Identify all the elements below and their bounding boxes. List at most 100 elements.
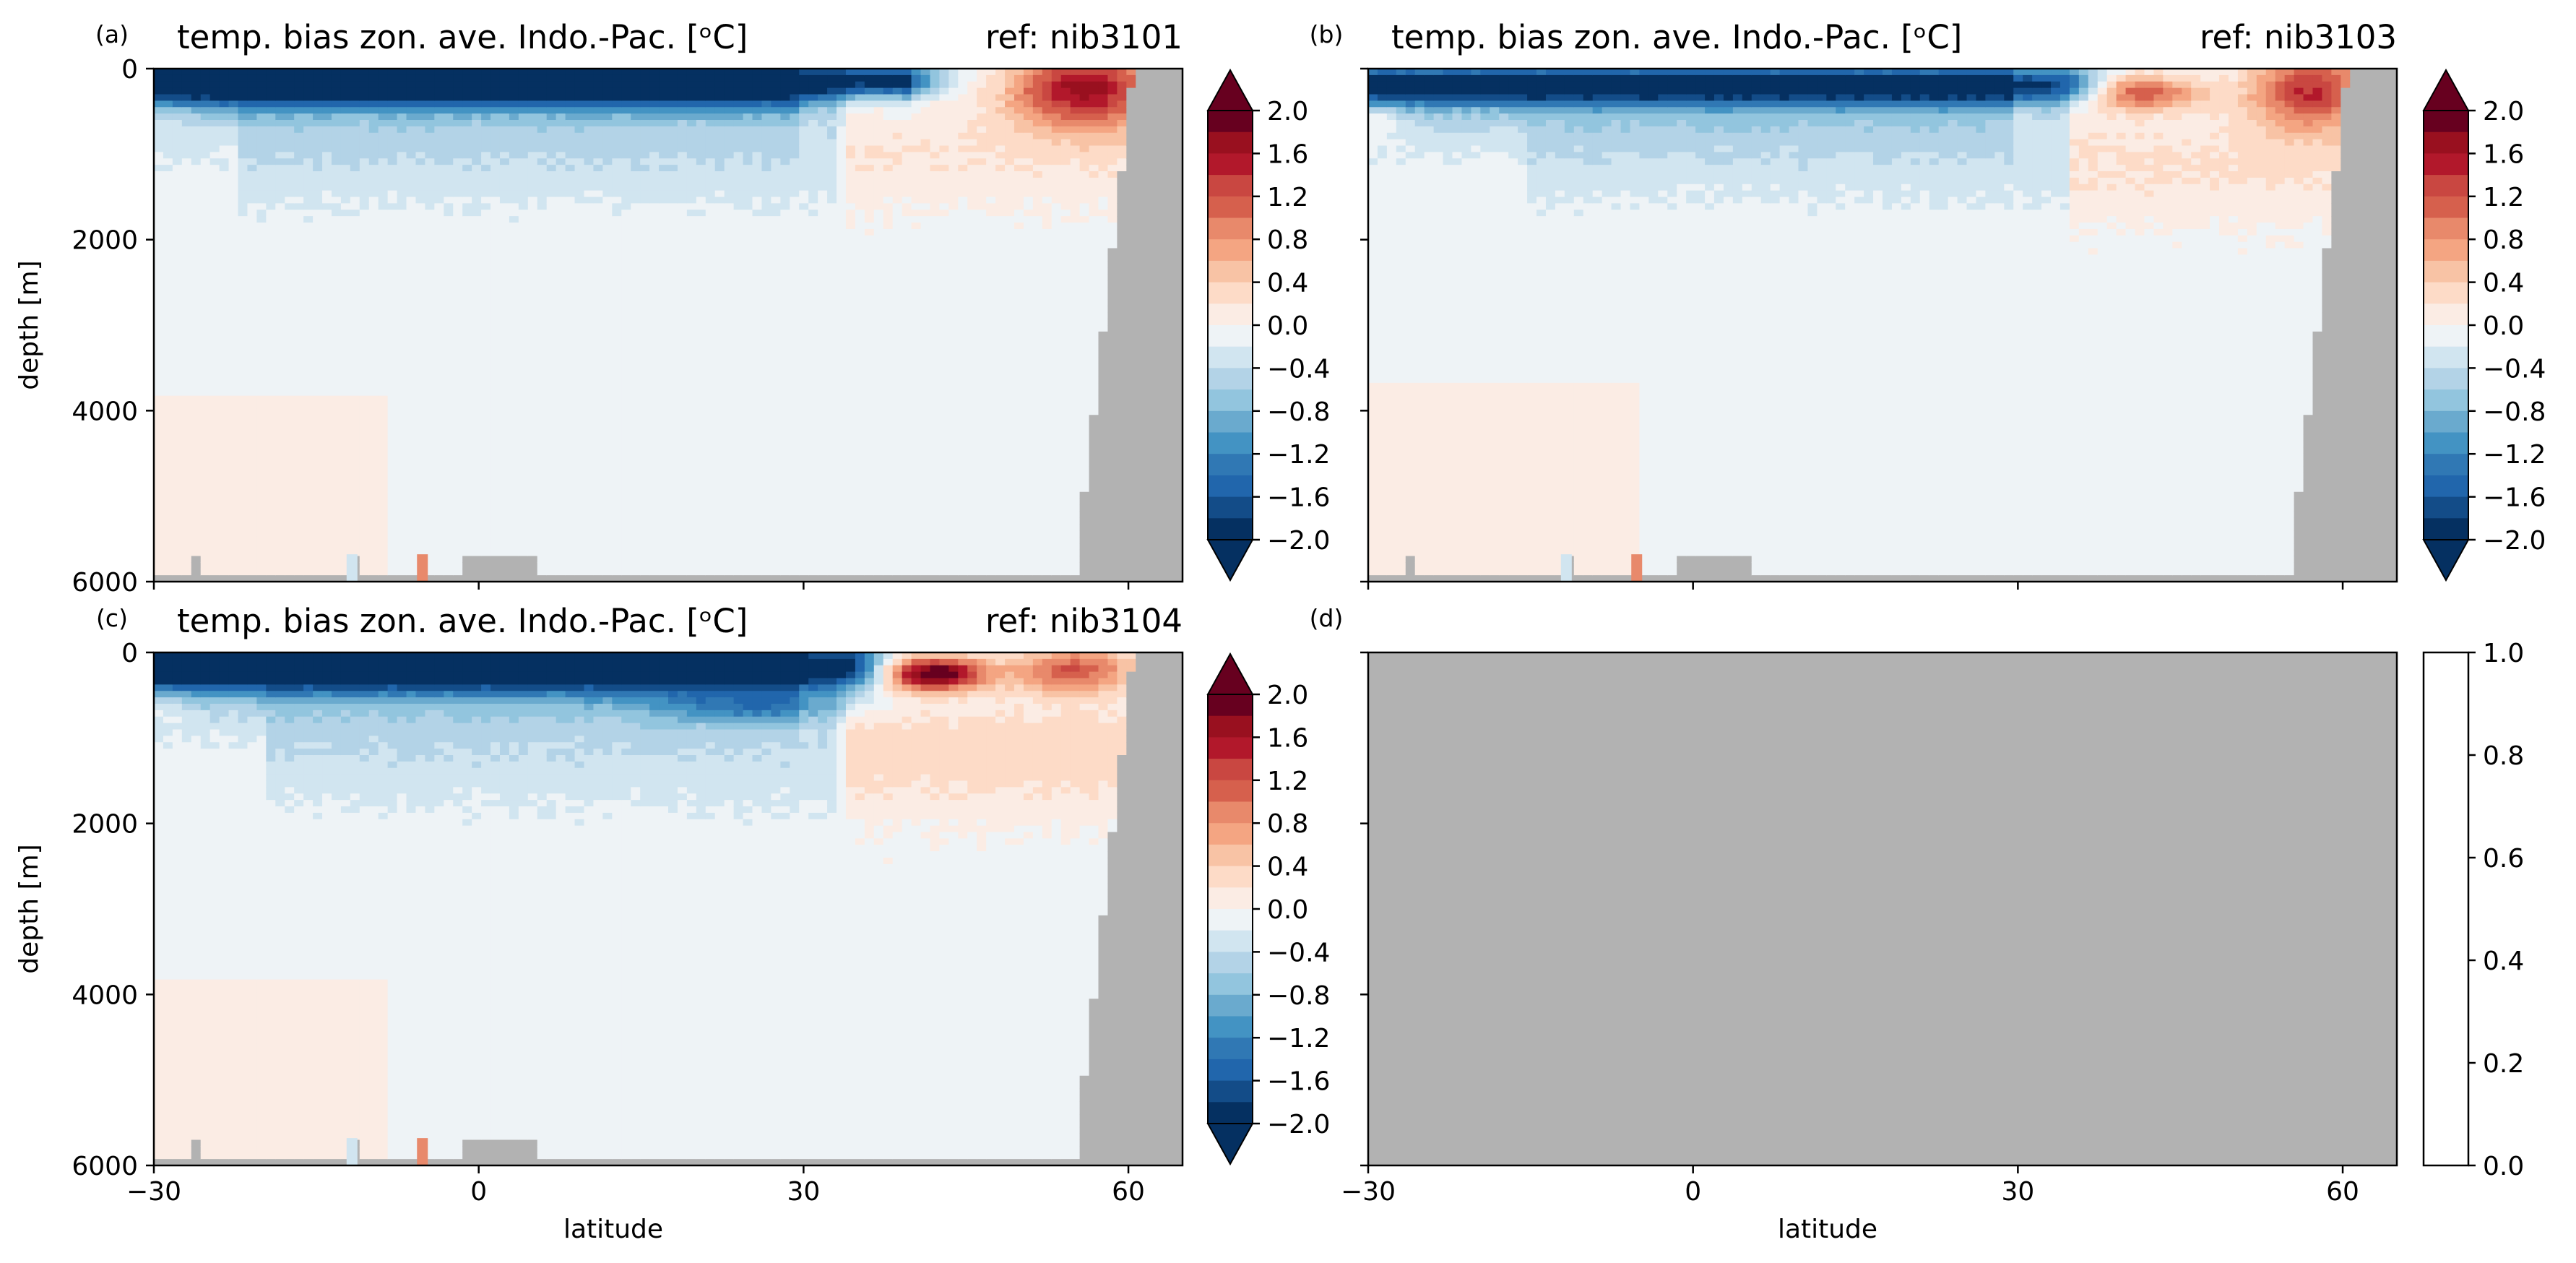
heatmap-cell [686, 145, 697, 152]
heatmap-cell [154, 177, 164, 185]
heatmap-cell [686, 228, 697, 236]
heatmap-cell [640, 331, 650, 339]
heatmap-cell [584, 350, 595, 358]
heatmap-cell [472, 363, 482, 371]
heatmap-cell [574, 421, 585, 428]
heatmap-cell [285, 498, 295, 506]
heatmap-cell [733, 267, 744, 275]
heatmap-cell [677, 177, 688, 185]
heatmap-cell [509, 562, 519, 569]
heatmap-cell [612, 382, 622, 390]
heatmap-cell [556, 254, 566, 262]
heatmap-cell [285, 87, 295, 95]
heatmap-cell [275, 376, 285, 384]
heatmap-cell [285, 107, 295, 114]
heatmap-cell [584, 190, 595, 198]
heatmap-cell [612, 350, 622, 358]
heatmap-cell [705, 177, 716, 185]
heatmap-cell [322, 69, 332, 76]
heatmap-cell [172, 248, 183, 255]
heatmap-cell [686, 408, 697, 415]
heatmap-cell [200, 228, 211, 236]
heatmap-cell [640, 145, 650, 152]
heatmap-cell [453, 536, 463, 544]
heatmap-cell [313, 556, 323, 563]
heatmap-cell [602, 530, 613, 538]
heatmap-cell [537, 415, 548, 422]
heatmap-cell [340, 261, 351, 268]
heatmap-cell [434, 184, 444, 191]
heatmap-cell [238, 107, 248, 114]
heatmap-cell [546, 344, 557, 352]
heatmap-cell [434, 107, 444, 114]
heatmap-cell [303, 228, 314, 236]
heatmap-cell [444, 69, 454, 76]
heatmap-cell [677, 87, 688, 95]
heatmap-cell [565, 69, 576, 76]
heatmap-cell [490, 299, 501, 306]
heatmap-cell [275, 479, 285, 486]
heatmap-cell [191, 145, 202, 152]
heatmap-cell [228, 210, 239, 217]
heatmap-cell [294, 120, 304, 127]
heatmap-cell [574, 428, 585, 435]
heatmap-cell [228, 428, 239, 435]
heatmap-cell [612, 216, 622, 223]
heatmap-cell [285, 267, 295, 275]
heatmap-cell [621, 241, 631, 249]
heatmap-cell [593, 408, 603, 415]
heatmap-cell [181, 491, 192, 499]
heatmap-cell [631, 132, 641, 140]
heatmap-cell [631, 139, 641, 147]
heatmap-cell [696, 145, 706, 152]
heatmap-cell [200, 575, 211, 582]
heatmap-cell [565, 120, 576, 127]
heatmap-cell [724, 543, 735, 551]
heatmap-cell [350, 177, 360, 185]
heatmap-cell [462, 421, 472, 428]
heatmap-cell [172, 132, 183, 140]
heatmap-cell [387, 280, 398, 288]
heatmap-cell [154, 575, 164, 582]
heatmap-cell [368, 235, 379, 243]
heatmap-cell [527, 395, 538, 403]
heatmap-cell [331, 440, 342, 448]
heatmap-cell [238, 152, 248, 159]
heatmap-cell [649, 395, 660, 403]
heatmap-cell [593, 306, 603, 313]
heatmap-cell [238, 569, 248, 576]
heatmap-cell [631, 312, 641, 319]
heatmap-cell [200, 536, 211, 544]
heatmap-cell [425, 69, 435, 76]
heatmap-cell [247, 139, 257, 147]
heatmap-cell [425, 370, 435, 377]
heatmap-cell [266, 319, 276, 326]
heatmap-cell [724, 569, 735, 576]
heatmap-cell [285, 376, 295, 384]
heatmap-cell [677, 479, 688, 486]
heatmap-cell [434, 254, 444, 262]
heatmap-cell [602, 511, 613, 518]
heatmap-cell [368, 447, 379, 454]
heatmap-cell [659, 145, 669, 152]
heatmap-cell [425, 434, 435, 441]
heatmap-cell [340, 434, 351, 441]
heatmap-cell [481, 363, 491, 371]
heatmap-cell [527, 331, 538, 339]
heatmap-cell [612, 473, 622, 480]
heatmap-cell [499, 337, 510, 345]
heatmap-cell [181, 203, 192, 210]
heatmap-cell [462, 248, 472, 255]
heatmap-cell [434, 280, 444, 288]
heatmap-cell [387, 306, 398, 313]
heatmap-cell [247, 331, 257, 339]
heatmap-cell [425, 299, 435, 306]
heatmap-cell [527, 524, 538, 531]
heatmap-cell [209, 184, 220, 191]
heatmap-cell [434, 440, 444, 448]
heatmap-cell [537, 395, 548, 403]
heatmap-cell [527, 415, 538, 422]
heatmap-cell [406, 306, 417, 313]
heatmap-cell [584, 453, 595, 460]
heatmap-cell [172, 100, 183, 108]
